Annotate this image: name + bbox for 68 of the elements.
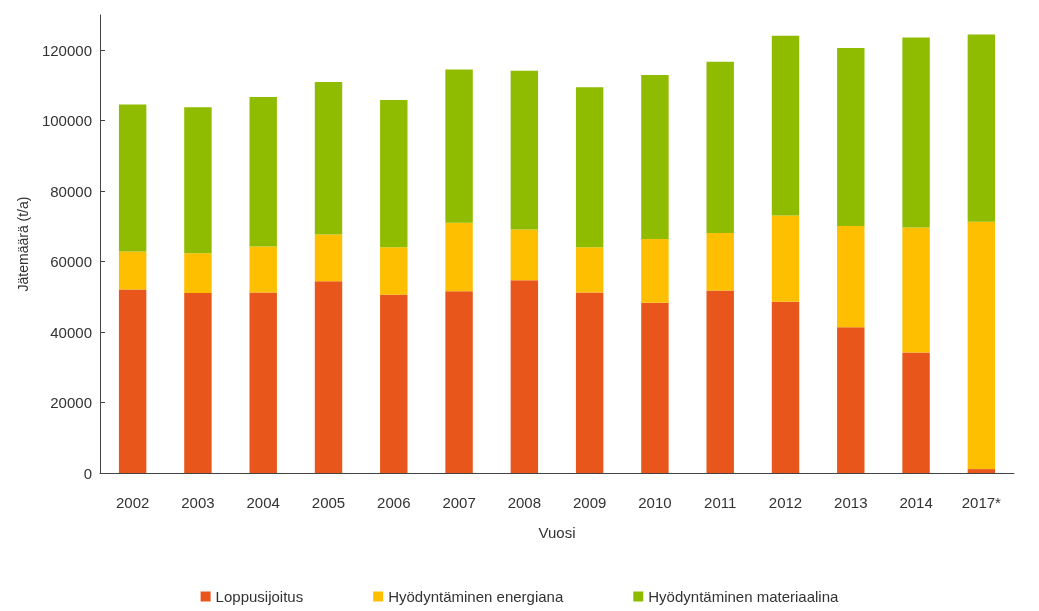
bar [314, 81, 343, 235]
x-tick-label: 2002 [115, 494, 150, 511]
y-tick-label: 100000 [41, 112, 92, 130]
y-tick-label: 80000 [50, 182, 92, 200]
y-tick-label: 40000 [50, 323, 92, 341]
bar [641, 302, 669, 473]
bar [837, 226, 865, 328]
x-tick-label: 2003 [181, 494, 215, 511]
x-tick-label: 2006 [377, 494, 411, 511]
bar [837, 48, 865, 227]
bar [118, 251, 147, 290]
bar [902, 227, 930, 353]
bar [184, 253, 212, 293]
bar [575, 87, 604, 248]
bar [641, 239, 669, 303]
x-tick-label: 2014 [899, 494, 933, 511]
bar [837, 327, 865, 473]
bar [445, 291, 473, 473]
bar [967, 469, 996, 473]
bar [771, 301, 800, 473]
y-tick-label: 20000 [50, 394, 92, 412]
x-tick-label: 2011 [704, 494, 737, 511]
legend-label: Loppusijoitus [215, 588, 304, 605]
x-axis-title: Vuosi [538, 524, 576, 541]
bar [706, 290, 734, 473]
bar [380, 99, 408, 248]
bar [575, 247, 604, 293]
bar [184, 292, 212, 473]
bar [771, 35, 800, 216]
bar [249, 246, 277, 293]
y-axis-title: Jätemäärä (t/a) [15, 196, 31, 292]
bar [249, 292, 277, 473]
y-tick-label: 0 [83, 464, 92, 482]
bar [118, 104, 147, 252]
legend-label: Hyödyntäminen energiana [388, 588, 564, 605]
bar [380, 294, 408, 473]
x-tick-label: 2012 [768, 494, 803, 511]
x-tick-label: 2013 [834, 494, 868, 511]
bar [314, 234, 343, 282]
bar [641, 74, 669, 240]
x-tick-label: 2004 [246, 494, 280, 511]
x-tick-label: 2017* [961, 494, 1002, 511]
x-tick-label: 2007 [442, 494, 476, 511]
bar [575, 292, 604, 473]
bar [445, 222, 473, 292]
bar [510, 280, 539, 473]
bar [706, 61, 734, 234]
y-tick-label: 60000 [50, 253, 92, 271]
bar [510, 229, 539, 281]
x-tick-label: 2009 [572, 494, 607, 511]
y-tick-label: 120000 [41, 41, 92, 59]
bar [967, 221, 996, 470]
bar [118, 289, 147, 473]
bar [445, 69, 473, 223]
bar [380, 247, 408, 295]
x-tick-label: 2008 [507, 494, 542, 511]
bar [902, 37, 930, 228]
bar [967, 34, 996, 222]
bar [184, 107, 212, 254]
bar [314, 281, 343, 473]
bar [902, 352, 930, 473]
bar [510, 70, 539, 230]
x-tick-label: 2010 [638, 494, 672, 511]
bar [771, 215, 800, 302]
bar [706, 233, 734, 291]
legend-label: Hyödyntäminen materiaalina [648, 588, 840, 605]
bar [249, 97, 277, 247]
x-tick-label: 2005 [311, 494, 346, 511]
